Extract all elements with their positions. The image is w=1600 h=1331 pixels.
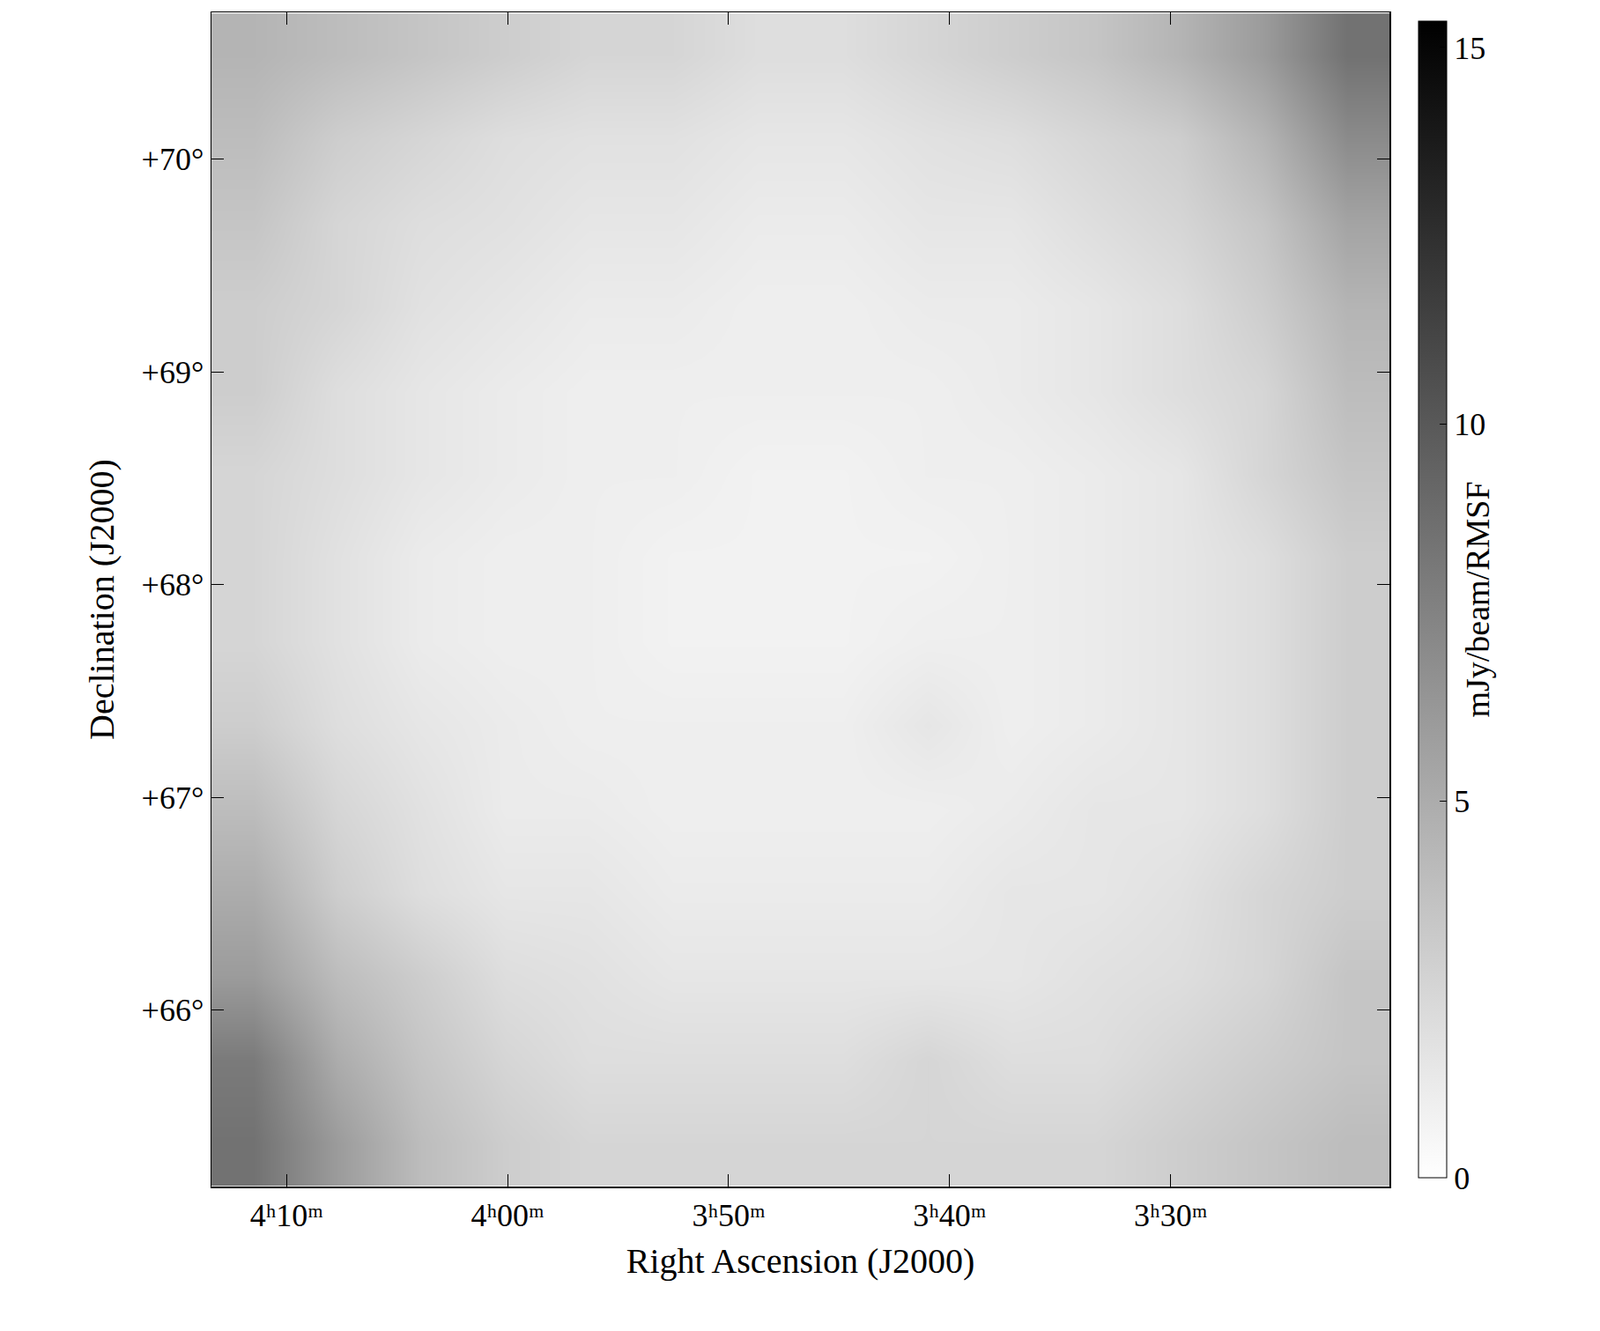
svg-text:+68°: +68° (141, 567, 205, 603)
svg-text:3ʰ40ᵐ: 3ʰ40ᵐ (912, 1198, 986, 1234)
svg-text:3ʰ30ᵐ: 3ʰ30ᵐ (1133, 1198, 1208, 1234)
svg-text:5: 5 (1453, 784, 1470, 820)
svg-text:3ʰ50ᵐ: 3ʰ50ᵐ (691, 1198, 765, 1234)
svg-text:Declination (J2000): Declination (J2000) (81, 459, 122, 741)
svg-text:+66°: +66° (141, 992, 205, 1029)
svg-text:0: 0 (1453, 1161, 1470, 1197)
svg-text:+70°: +70° (141, 141, 205, 178)
svg-text:+67°: +67° (141, 780, 205, 816)
svg-text:15: 15 (1453, 30, 1486, 67)
svg-text:mJy/beam/RMSF: mJy/beam/RMSF (1459, 481, 1497, 718)
svg-text:10: 10 (1453, 407, 1486, 443)
svg-text:+69°: +69° (141, 355, 205, 391)
svg-text:Right Ascension (J2000): Right Ascension (J2000) (626, 1241, 976, 1282)
svg-text:4ʰ10ᵐ: 4ʰ10ᵐ (250, 1198, 324, 1234)
svg-text:4ʰ00ᵐ: 4ʰ00ᵐ (471, 1198, 545, 1234)
